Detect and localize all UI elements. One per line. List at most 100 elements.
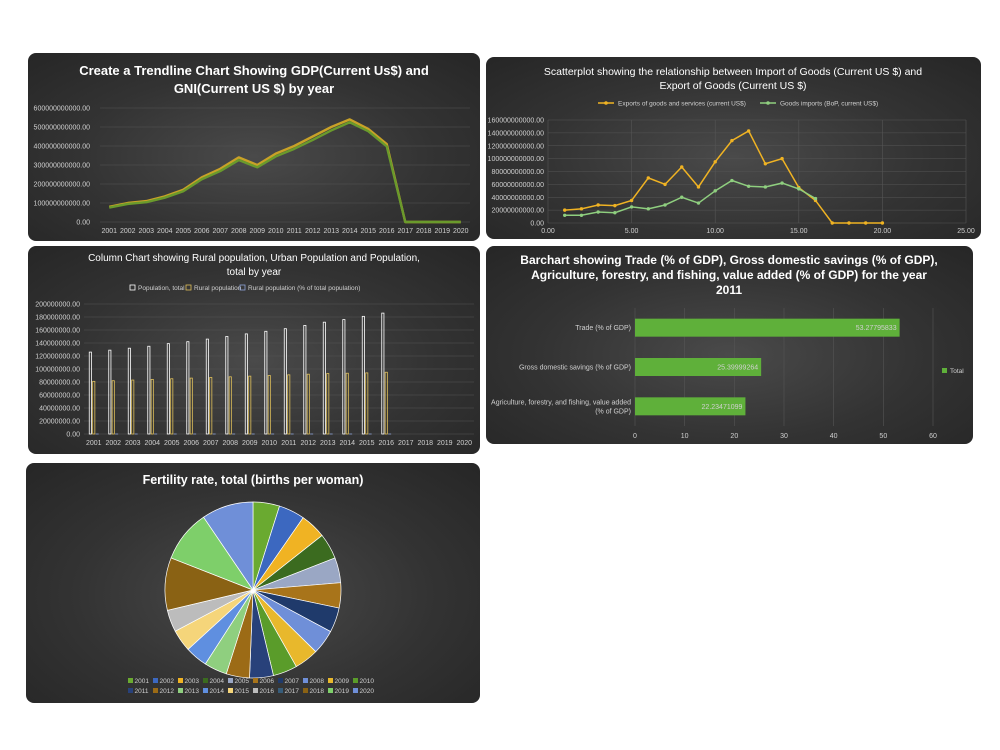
x-tick-label: 2019 bbox=[437, 440, 453, 447]
x-tick-label: 2020 bbox=[453, 228, 469, 235]
column-bar bbox=[111, 380, 115, 435]
x-tick-label: 0.00 bbox=[541, 228, 555, 235]
column-bar bbox=[244, 333, 248, 435]
legend-swatch bbox=[203, 678, 208, 683]
chart-title: Fertility rate, total (births per woman) bbox=[143, 473, 364, 487]
x-tick-label: 40 bbox=[830, 433, 838, 440]
x-tick-label: 2001 bbox=[101, 228, 117, 235]
column-bar bbox=[108, 349, 112, 435]
legend-label: 2001 bbox=[135, 678, 150, 685]
chart-title: total by year bbox=[227, 267, 282, 278]
x-tick-label: 2012 bbox=[305, 228, 321, 235]
legend-label: 2013 bbox=[185, 688, 200, 695]
x-tick-label: 2018 bbox=[416, 228, 432, 235]
legend-label: Exports of goods and services (current U… bbox=[618, 101, 746, 108]
x-tick-label: 2017 bbox=[397, 228, 413, 235]
column-bar bbox=[205, 338, 209, 435]
data-point bbox=[746, 129, 751, 133]
x-tick-label: 2005 bbox=[175, 228, 191, 235]
data-point bbox=[847, 221, 851, 225]
y-tick-label: 80000000.00 bbox=[39, 380, 80, 387]
legend-label: Total bbox=[950, 368, 964, 375]
column-bar bbox=[170, 378, 174, 435]
y-tick-label: 0.00 bbox=[76, 220, 90, 227]
data-point bbox=[563, 208, 567, 212]
legend-label: 2006 bbox=[260, 678, 275, 685]
legend-swatch bbox=[253, 678, 258, 683]
legend-swatch bbox=[328, 688, 333, 693]
legend-label: Rural population bbox=[194, 285, 242, 292]
column-bar bbox=[189, 377, 193, 435]
y-tick-label: 80000000000.00 bbox=[491, 169, 544, 176]
column-bar bbox=[322, 321, 326, 435]
y-tick-label: 40000000000.00 bbox=[491, 195, 544, 202]
y-tick-label: 400000000000.00 bbox=[34, 144, 91, 151]
population-column-panel: Column Chart showing Rural population, U… bbox=[28, 246, 480, 454]
legend-label: 2004 bbox=[210, 678, 225, 685]
legend-swatch bbox=[178, 678, 183, 683]
y-tick-label: 500000000000.00 bbox=[34, 125, 91, 132]
legend-swatch bbox=[278, 678, 283, 683]
data-point bbox=[629, 205, 634, 209]
x-tick-label: 2019 bbox=[434, 228, 450, 235]
y-tick-label: 160000000000.00 bbox=[488, 118, 545, 125]
column-bar bbox=[248, 375, 252, 435]
trade-savings-agriculture-barchart: Barchart showing Trade (% of GDP), Gross… bbox=[491, 253, 964, 440]
x-tick-label: 2009 bbox=[249, 228, 265, 235]
column-bar bbox=[131, 379, 135, 435]
legend-label: 2012 bbox=[160, 688, 175, 695]
y-tick-label: 140000000000.00 bbox=[488, 130, 545, 137]
x-tick-label: 2018 bbox=[417, 440, 433, 447]
chart-title: GNI(Current US $) by year bbox=[174, 81, 334, 96]
column-bar bbox=[345, 372, 349, 435]
y-tick-label: 100000000.00 bbox=[35, 367, 80, 374]
legend-swatch bbox=[253, 688, 258, 693]
data-point bbox=[563, 213, 567, 217]
x-tick-label: 2006 bbox=[194, 228, 210, 235]
legend-label: 2003 bbox=[185, 678, 200, 685]
x-tick-label: 2017 bbox=[398, 440, 414, 447]
y-tick-label: 160000000.00 bbox=[35, 328, 80, 335]
scatterplot-panel: Scatterplot showing the relationship bet… bbox=[486, 57, 981, 239]
data-point bbox=[713, 189, 717, 193]
column-bar bbox=[88, 351, 92, 435]
data-point bbox=[863, 221, 868, 225]
y-tick-label: 60000000.00 bbox=[39, 393, 80, 400]
y-tick-label: 300000000000.00 bbox=[34, 163, 91, 170]
x-tick-label: 50 bbox=[879, 433, 887, 440]
legend-swatch bbox=[228, 678, 233, 683]
column-bar bbox=[186, 341, 190, 435]
x-tick-label: 2007 bbox=[203, 440, 219, 447]
x-tick-label: 2012 bbox=[300, 440, 316, 447]
legend-label: 2020 bbox=[360, 688, 375, 695]
data-point bbox=[663, 203, 667, 207]
x-tick-label: 2015 bbox=[359, 440, 375, 447]
y-tick-label: 0.00 bbox=[530, 221, 544, 228]
data-point bbox=[830, 221, 834, 225]
x-tick-label: 2002 bbox=[105, 440, 121, 447]
x-tick-label: 15.00 bbox=[790, 228, 808, 235]
gdp-gni-trendline-chart: Create a Trendline Chart Showing GDP(Cur… bbox=[34, 63, 470, 235]
x-tick-label: 30 bbox=[780, 433, 788, 440]
data-point bbox=[880, 221, 885, 225]
legend-label: 2008 bbox=[310, 678, 325, 685]
legend-label: 2018 bbox=[310, 688, 325, 695]
category-label: Trade (% of GDP) bbox=[575, 325, 631, 332]
legend-label: 2014 bbox=[210, 688, 225, 695]
data-point bbox=[813, 196, 818, 201]
legend-label: 2002 bbox=[160, 678, 175, 685]
x-tick-label: 20 bbox=[730, 433, 738, 440]
legend-swatch bbox=[153, 678, 158, 683]
y-tick-label: 60000000000.00 bbox=[491, 182, 544, 189]
column-bar bbox=[225, 336, 229, 435]
y-tick-label: 200000000000.00 bbox=[34, 182, 91, 189]
trade-savings-bar-panel: Barchart showing Trade (% of GDP), Gross… bbox=[486, 246, 973, 444]
x-tick-label: 2007 bbox=[212, 228, 228, 235]
chart-title: Column Chart showing Rural population, U… bbox=[88, 253, 420, 264]
x-tick-label: 10 bbox=[681, 433, 689, 440]
x-tick-label: 2001 bbox=[86, 440, 102, 447]
legend-swatch bbox=[353, 678, 358, 683]
series-line-1 bbox=[564, 129, 883, 224]
legend-label: Population, total bbox=[138, 285, 185, 292]
legend-swatch bbox=[278, 688, 283, 693]
